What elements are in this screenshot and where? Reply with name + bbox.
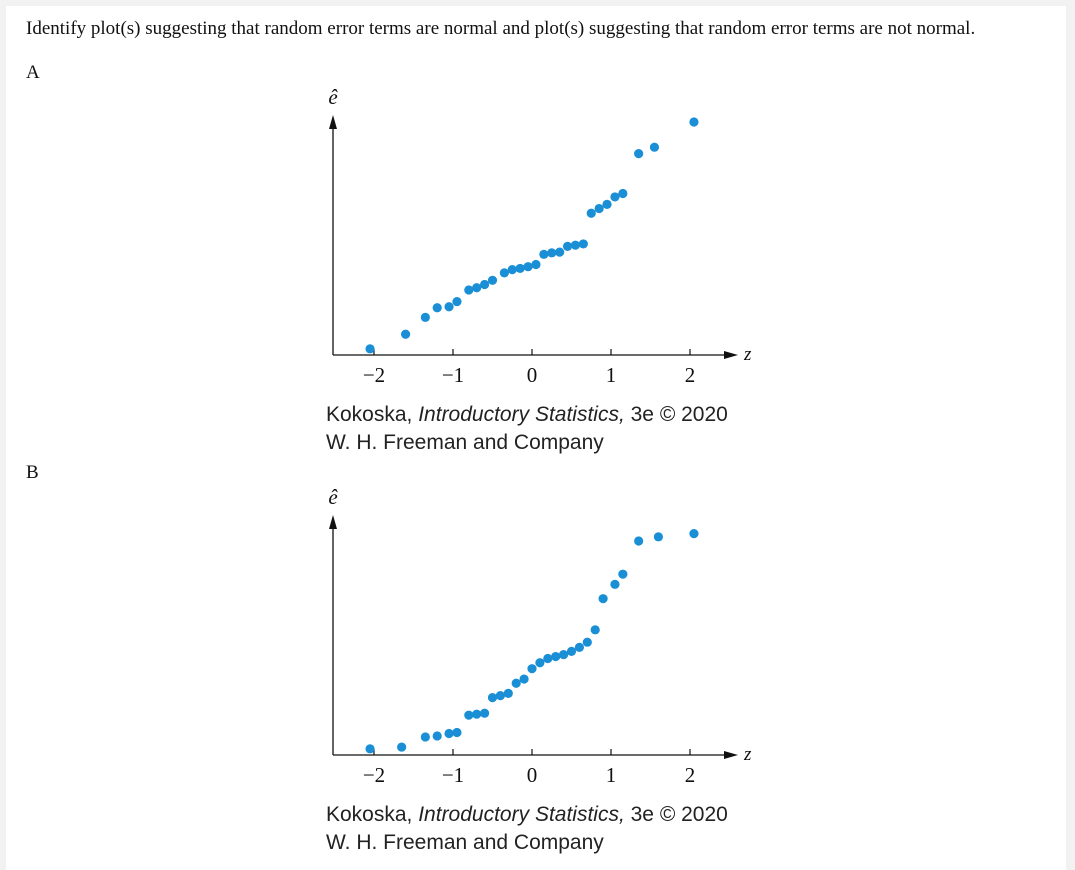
data-point-b xyxy=(618,569,628,579)
data-point-b xyxy=(551,651,561,662)
data-point-a xyxy=(487,275,498,285)
x-tick-label-b: 1 xyxy=(606,763,617,787)
y-axis-label-a: ê xyxy=(328,85,338,109)
data-point-b xyxy=(543,653,553,664)
data-point-b xyxy=(503,688,513,699)
data-point-a xyxy=(432,303,442,313)
data-point-b xyxy=(444,728,454,739)
data-point-b xyxy=(535,658,545,668)
data-point-b xyxy=(519,674,529,684)
data-point-b xyxy=(610,579,620,589)
data-point-a xyxy=(401,329,411,339)
data-point-b xyxy=(653,532,664,542)
data-point-b xyxy=(495,691,505,701)
data-point-a xyxy=(531,259,541,270)
x-tick-label-a: −2 xyxy=(363,363,385,387)
data-point-b xyxy=(365,744,375,754)
data-point-a xyxy=(499,268,509,278)
question-card: Identify plot(s) suggesting that random … xyxy=(6,6,1066,870)
plot-label-a: A xyxy=(26,62,40,83)
data-point-b xyxy=(527,664,537,674)
normal-probability-plot-a: −2 −1 0 1 2 z ê xyxy=(328,85,752,387)
question-text: Identify plot(s) suggesting that random … xyxy=(26,18,976,39)
plot-label-b: B xyxy=(26,462,39,483)
x-tick-label-b: −1 xyxy=(442,763,464,787)
data-point-a xyxy=(555,247,565,257)
x-tick-label-b: −2 xyxy=(363,763,385,787)
y-axis-label-b: ê xyxy=(328,485,338,509)
data-point-b xyxy=(472,709,482,719)
data-point-b xyxy=(689,529,699,539)
y-axis-arrow-b xyxy=(329,515,337,529)
normal-probability-plot-b: −2 −1 0 1 2 z ê xyxy=(328,485,752,787)
data-point-b xyxy=(590,625,600,635)
data-point-b xyxy=(464,710,474,720)
y-axis-arrow-a xyxy=(329,115,337,129)
data-point-a xyxy=(480,279,490,290)
data-point-a xyxy=(444,302,454,312)
credit-b: Kokoska, Introductory Statistics, 3e © 2… xyxy=(326,801,728,857)
x-tick-label-a: −1 xyxy=(442,363,464,387)
data-point-a xyxy=(634,149,644,159)
data-point-b xyxy=(574,642,585,652)
data-point-b xyxy=(511,678,521,688)
data-point-a xyxy=(523,262,533,272)
data-point-a xyxy=(594,203,604,214)
data-point-a xyxy=(610,192,620,202)
data-point-b xyxy=(559,649,569,660)
data-point-a xyxy=(570,240,581,250)
data-point-b xyxy=(598,594,608,604)
x-axis-arrow-a xyxy=(724,351,738,359)
x-tick-label-a: 1 xyxy=(606,363,617,387)
data-point-a xyxy=(602,199,612,209)
data-point-b xyxy=(582,637,592,647)
credit-b-line2: W. H. Freeman and Company xyxy=(326,831,604,854)
data-point-a xyxy=(365,344,375,354)
data-point-b xyxy=(480,708,490,718)
credit-a-line1: Kokoska, Introductory Statistics, 3e © 2… xyxy=(326,403,728,426)
data-point-b xyxy=(487,693,498,703)
data-point-a xyxy=(562,241,573,252)
x-axis-label-b: z xyxy=(743,744,752,765)
data-point-a xyxy=(689,117,699,127)
credit-a: Kokoska, Introductory Statistics, 3e © 2… xyxy=(326,401,728,457)
data-point-b xyxy=(452,727,462,738)
data-point-a xyxy=(547,248,557,258)
data-point-b xyxy=(566,646,577,656)
x-tick-label-b: 2 xyxy=(685,763,696,787)
data-point-a xyxy=(464,285,474,295)
x-axis-arrow-b xyxy=(724,751,738,759)
data-point-a xyxy=(472,283,482,293)
credit-b-line1: Kokoska, Introductory Statistics, 3e © 2… xyxy=(326,803,728,826)
data-point-b xyxy=(432,731,442,741)
data-point-a xyxy=(649,142,660,152)
data-point-a xyxy=(507,265,517,275)
credit-a-line2: W. H. Freeman and Company xyxy=(326,431,604,454)
data-point-b xyxy=(397,742,407,752)
data-point-a xyxy=(539,249,549,259)
x-tick-label-a: 0 xyxy=(527,363,538,387)
data-point-a xyxy=(586,208,596,218)
x-tick-label-a: 2 xyxy=(685,363,696,387)
data-point-a xyxy=(618,188,628,199)
data-point-b xyxy=(634,536,644,546)
data-point-a xyxy=(578,239,588,249)
data-point-a xyxy=(452,296,462,307)
x-axis-label-a: z xyxy=(743,344,752,365)
x-tick-label-b: 0 xyxy=(527,763,538,787)
data-point-a xyxy=(420,312,430,322)
data-point-a xyxy=(515,263,525,274)
data-point-b xyxy=(420,732,430,742)
